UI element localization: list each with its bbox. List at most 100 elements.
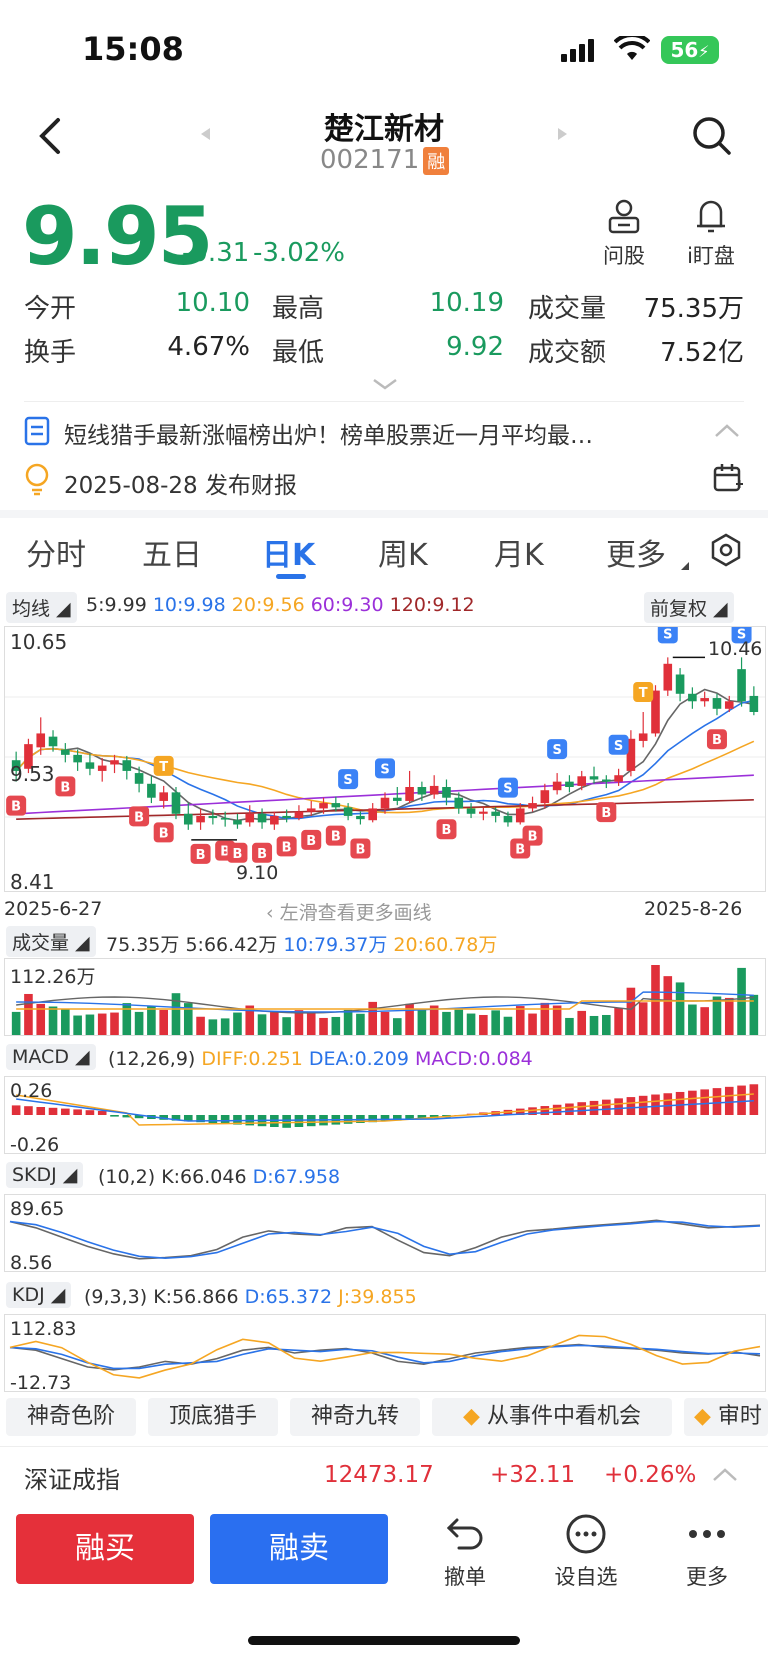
buy-signal-label: B	[331, 830, 341, 845]
volume-ma10-line	[16, 991, 754, 1013]
y-mid-label: 9.53	[10, 762, 55, 786]
tab-intraday[interactable]: 分时	[26, 538, 86, 573]
skdj-selector[interactable]: SKDJ ◢	[6, 1162, 84, 1188]
low-value: 9.92	[446, 332, 504, 362]
candle-body	[417, 787, 427, 795]
volume-selector[interactable]: 成交量 ◢	[6, 926, 96, 957]
sell-signal-label: S	[663, 627, 672, 642]
macd-histogram-bar	[171, 1115, 181, 1121]
macd-histogram-bar	[110, 1115, 119, 1117]
volume-bar	[454, 1009, 464, 1035]
sell-signal-label: S	[380, 762, 389, 777]
volume-bar	[147, 1006, 156, 1035]
tab-daily-k[interactable]: 日K	[262, 538, 316, 573]
kdj-chart[interactable]	[4, 1314, 766, 1392]
volume-bar	[466, 1013, 476, 1035]
watch-button[interactable]: i盯盘	[678, 196, 744, 268]
volume-bar	[356, 1013, 365, 1035]
macd-histogram-bar	[688, 1090, 697, 1115]
volume-max-label: 112.26万	[10, 966, 96, 988]
stock-code-row: 002171 融	[320, 145, 450, 175]
prev-stock-icon[interactable]	[198, 126, 212, 142]
stock-code: 002171	[320, 145, 420, 175]
margin-buy-button[interactable]: 融买	[16, 1514, 194, 1584]
more-button[interactable]: 更多	[672, 1512, 742, 1591]
volume-bar	[110, 1012, 119, 1035]
candle-body	[245, 813, 255, 823]
candle-body	[392, 797, 402, 801]
buy-signal-badge	[153, 822, 174, 843]
turnover-label: 换手	[24, 338, 77, 368]
macd-histogram-bar	[749, 1084, 759, 1115]
collapse-chevron-icon[interactable]	[712, 420, 742, 440]
candle-body	[688, 693, 697, 702]
ma60-value: 60:9.30	[310, 594, 384, 616]
margin-sell-button[interactable]: 融卖	[210, 1514, 388, 1584]
volume-bar	[528, 1013, 537, 1035]
volume-chart[interactable]	[4, 958, 766, 1036]
tab-monthly-k[interactable]: 月K	[494, 538, 544, 573]
macd-bottom-label: -0.26	[10, 1134, 60, 1156]
kdj-d: D:65.372	[244, 1286, 333, 1308]
tab-more[interactable]: 更多	[606, 538, 666, 573]
skdj-chart[interactable]	[4, 1194, 766, 1272]
expand-chevron-icon[interactable]	[370, 376, 400, 392]
macd-histogram-bar	[61, 1108, 70, 1115]
report-date[interactable]: 2025-08-28 发布财报	[64, 473, 297, 499]
ask-stock-button[interactable]: 问股	[594, 196, 654, 268]
macd-histogram-bar	[700, 1089, 709, 1115]
settings-icon[interactable]	[708, 532, 744, 568]
news-headline[interactable]: 短线猎手最新涨幅榜出炉！榜单股票近一月平均最…	[64, 423, 593, 449]
add-watchlist-button[interactable]: 设自选	[548, 1512, 624, 1591]
kdj-top-label: 112.83	[10, 1318, 77, 1340]
feature-events[interactable]: ◆ 从事件中看机会	[432, 1398, 672, 1436]
candle-body	[343, 807, 353, 816]
buy-signal-badge	[706, 729, 727, 750]
dropdown-corner-icon	[680, 556, 690, 570]
kdj-selector[interactable]: KDJ ◢	[6, 1282, 72, 1308]
tab-weekly-k[interactable]: 周K	[378, 538, 428, 573]
macd-chart[interactable]	[4, 1076, 766, 1154]
news-icon	[24, 416, 50, 446]
tab-five-day[interactable]: 五日	[142, 538, 202, 573]
volume-bar	[282, 1017, 291, 1035]
adjust-selector[interactable]: 前复权 ◢	[644, 592, 734, 623]
index-name[interactable]: 深证成指	[24, 1466, 120, 1494]
volume-bar	[392, 1018, 402, 1035]
feature-audit[interactable]: ◆ 审时	[684, 1398, 768, 1436]
macd-diff: DIFF:0.251	[201, 1048, 303, 1070]
macd-histogram-bar	[663, 1093, 673, 1115]
macd-histogram-bar	[589, 1100, 599, 1115]
index-expand-icon[interactable]	[710, 1464, 740, 1484]
search-icon[interactable]	[690, 114, 734, 158]
candle-body	[368, 808, 378, 821]
macd-histogram-bar	[565, 1103, 574, 1115]
stock-name: 楚江新材	[324, 112, 444, 147]
candle-body	[331, 803, 341, 808]
sell-signal-label: S	[503, 782, 512, 797]
feature-top-bottom[interactable]: 顶底猎手	[148, 1398, 278, 1436]
buy-signal-badge	[129, 806, 150, 827]
back-icon[interactable]	[32, 114, 68, 158]
macd-selector[interactable]: MACD ◢	[6, 1044, 96, 1070]
skdj-selector-label: SKDJ	[12, 1164, 57, 1186]
feature-color-scale[interactable]: 神奇色阶	[6, 1398, 136, 1436]
volume-bar	[429, 1005, 439, 1035]
volume-value: 75.35万	[643, 294, 744, 324]
calendar-icon[interactable]	[712, 462, 744, 494]
volume-selector-label: 成交量	[12, 932, 70, 954]
volume-bar	[97, 1013, 107, 1035]
volume-bar	[712, 996, 722, 1035]
candle-body	[602, 779, 611, 782]
candle-body	[589, 776, 599, 780]
feature-nine-turn[interactable]: 神奇九转	[290, 1398, 420, 1436]
cancel-order-button[interactable]: 撤单	[430, 1512, 500, 1591]
current-price: 9.95	[22, 190, 213, 283]
ma-selector[interactable]: 均线 ◢	[6, 592, 77, 623]
macd-histogram-bar	[552, 1104, 562, 1115]
candle-body	[479, 811, 488, 814]
battery-icon: 56⚡	[661, 36, 719, 64]
candle-body	[171, 792, 181, 814]
next-stock-icon[interactable]	[556, 126, 570, 142]
